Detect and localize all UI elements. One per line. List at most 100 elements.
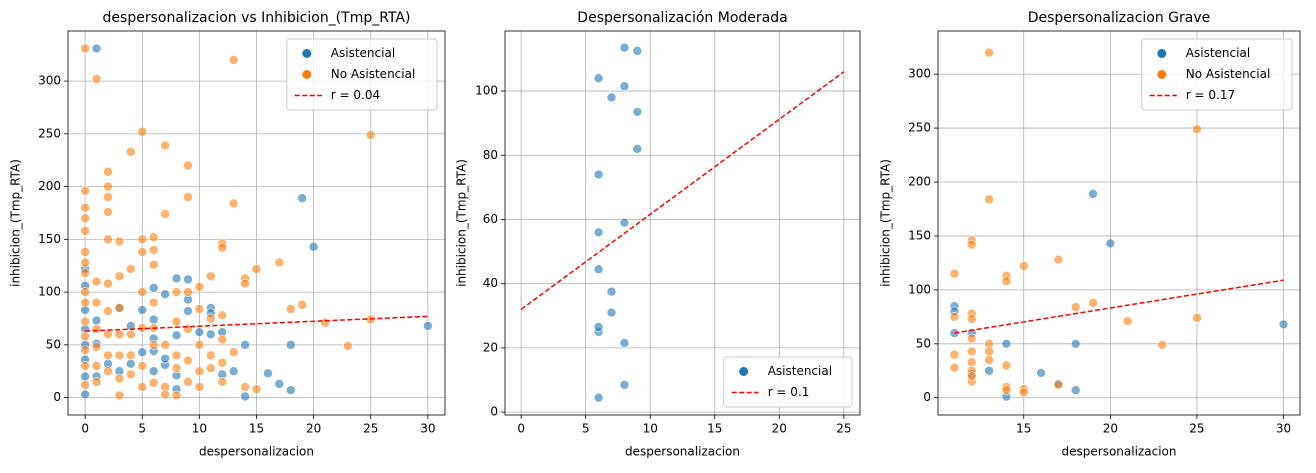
point (1122, 316, 1133, 326)
point (1070, 302, 1081, 312)
legend-marker (1157, 70, 1167, 79)
point (966, 314, 977, 324)
point (114, 236, 125, 247)
point (171, 287, 182, 297)
y-axis-label: inhibicion_(Tmp_RTA) (9, 159, 23, 287)
point (206, 363, 216, 373)
point (91, 43, 102, 54)
point (137, 305, 148, 315)
point (217, 357, 228, 368)
point (148, 340, 159, 350)
point (114, 350, 125, 361)
point (183, 192, 193, 202)
point (320, 317, 330, 328)
point (1001, 276, 1012, 287)
x-tick-label: 25 (363, 422, 378, 436)
point (308, 241, 319, 252)
point (949, 362, 960, 373)
point (194, 340, 205, 350)
point (1105, 238, 1116, 249)
point (80, 43, 90, 54)
point (148, 232, 159, 243)
legend-box (723, 356, 853, 408)
point (148, 283, 159, 293)
x-tick-label: 10 (192, 422, 207, 436)
legend-label: r = 0.1 (768, 385, 810, 399)
point (217, 310, 228, 321)
point (171, 273, 182, 284)
point (160, 289, 170, 300)
point (632, 46, 643, 56)
x-tick-label: 25 (836, 422, 851, 436)
point (1001, 385, 1012, 395)
point (148, 297, 159, 308)
x-tick-label: 15 (1016, 422, 1031, 436)
point (632, 107, 643, 117)
chart-title: Despersonalizacion Grave (1028, 10, 1211, 26)
point (1070, 385, 1081, 395)
y-tick-label: 40 (483, 276, 498, 290)
point (949, 312, 960, 322)
y-tick-label: 200 (38, 179, 61, 193)
point (593, 322, 604, 332)
legend-box (1141, 38, 1293, 111)
point (606, 307, 617, 318)
point (126, 264, 136, 274)
plot-frame (67, 30, 446, 416)
point (1070, 339, 1081, 349)
point (297, 193, 307, 204)
point (217, 334, 228, 345)
point (80, 389, 90, 400)
x-tick-label: 5 (138, 422, 146, 436)
point (228, 198, 239, 209)
x-tick-label: 20 (1103, 422, 1118, 436)
point (619, 81, 630, 92)
point (206, 313, 216, 324)
point (1036, 368, 1046, 378)
point (966, 239, 977, 250)
x-tick-label: 25 (1189, 422, 1204, 436)
point (137, 347, 148, 358)
y-tick-label: 0 (53, 390, 61, 404)
chart-title: despersonalizacion vs Inhibicion_(Tmp_RT… (103, 10, 411, 26)
point (632, 144, 643, 154)
point (1157, 340, 1168, 350)
point (984, 194, 994, 205)
point (593, 392, 604, 403)
point (80, 297, 90, 308)
point (194, 382, 205, 392)
point (148, 378, 159, 388)
point (137, 126, 148, 137)
x-tick-label: 15 (249, 422, 264, 436)
point (1192, 313, 1202, 323)
y-tick-label: 80 (483, 148, 498, 162)
point (949, 349, 960, 360)
point (285, 385, 296, 396)
point (1053, 254, 1064, 265)
point (114, 271, 125, 282)
point (103, 329, 113, 340)
point (171, 350, 182, 361)
point (194, 327, 205, 337)
point (148, 259, 159, 270)
point (606, 286, 617, 297)
x-tick-label: 0 (517, 422, 525, 436)
point (343, 341, 353, 351)
point (80, 361, 90, 371)
point (80, 247, 90, 257)
point (183, 160, 193, 171)
point (984, 355, 994, 365)
point (103, 181, 113, 192)
point (240, 382, 250, 392)
point (91, 361, 102, 371)
y-tick-label: 50 (916, 336, 931, 350)
point (91, 376, 102, 387)
point (251, 384, 262, 394)
point (114, 390, 125, 401)
point (949, 268, 960, 279)
point (240, 391, 250, 402)
y-tick-label: 60 (483, 212, 498, 226)
point (80, 202, 90, 213)
point (1053, 379, 1064, 390)
legend-label: No Asistencial (1186, 67, 1271, 81)
